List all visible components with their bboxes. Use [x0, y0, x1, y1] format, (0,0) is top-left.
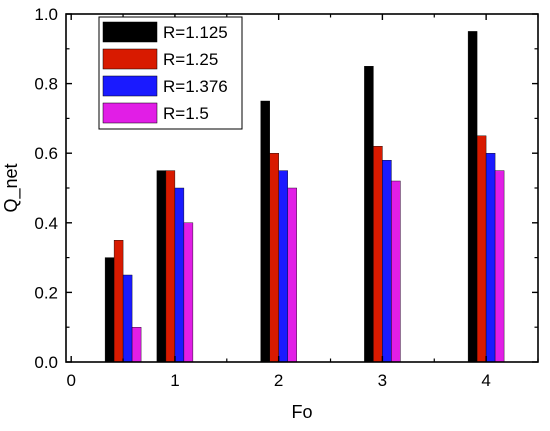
bar-r-1-5-0 [131, 327, 142, 363]
bars-layer [104, 31, 505, 363]
legend-items: R=1.125 R=1.25 R=1.376 R=1.5 [102, 21, 228, 124]
x-axis-title: Fo [291, 402, 312, 422]
bar-r-1-25-2 [269, 152, 279, 363]
x-tick-label: 2 [274, 371, 283, 390]
bar-r-1-376-0 [122, 274, 133, 363]
legend: R=1.125 R=1.25 R=1.376 R=1.5 [98, 16, 243, 130]
x-tick-label: 1 [170, 371, 179, 390]
y-tick-label: 0.6 [34, 144, 58, 163]
bar-r-1-5-2 [287, 187, 297, 363]
bar-r-1-25-1 [165, 170, 176, 363]
bar-r-1-5-3 [391, 180, 401, 363]
bar-r-1-125-0 [104, 257, 115, 363]
legend-swatch [102, 75, 158, 97]
legend-swatch [102, 21, 158, 43]
x-tick-label: 3 [378, 371, 387, 390]
y-tick-label: 0.0 [34, 353, 58, 372]
bar-r-1-25-4 [476, 135, 487, 363]
bar-r-1-376-1 [174, 187, 185, 363]
legend-label: R=1.5 [163, 104, 209, 123]
bar-r-1-5-1 [183, 222, 194, 363]
legend-label: R=1.125 [163, 23, 228, 42]
bar-r-1-125-3 [364, 65, 374, 363]
legend-label: R=1.376 [163, 77, 228, 96]
bar-r-1-125-2 [260, 100, 270, 363]
bar-r-1-5-4 [494, 170, 505, 363]
bar-r-1-125-4 [467, 31, 478, 363]
bar-r-1-125-1 [156, 170, 167, 363]
bar-r-1-25-3 [373, 145, 383, 363]
bar-r-1-376-2 [278, 170, 288, 363]
bar-r-1-376-3 [382, 159, 392, 363]
bar-r-1-25-0 [113, 239, 124, 363]
y-tick-label: 1.0 [34, 5, 58, 24]
y-tick-label: 0.2 [34, 283, 58, 302]
bar-r-1-376-4 [485, 152, 496, 363]
y-tick-label: 0.8 [34, 75, 58, 94]
x-tick-label: 0 [66, 371, 75, 390]
legend-swatch [102, 48, 158, 70]
y-axis-title: Q_net [1, 163, 22, 212]
x-tick-label: 4 [481, 371, 490, 390]
tick-labels-layer: 0.0 0.2 0.4 0.6 0.8 1.0 0 1 2 3 4 [34, 5, 491, 390]
y-tick-label: 0.4 [34, 214, 58, 233]
legend-label: R=1.25 [163, 50, 218, 69]
legend-swatch [102, 102, 158, 124]
ticks-layer [66, 13, 539, 363]
